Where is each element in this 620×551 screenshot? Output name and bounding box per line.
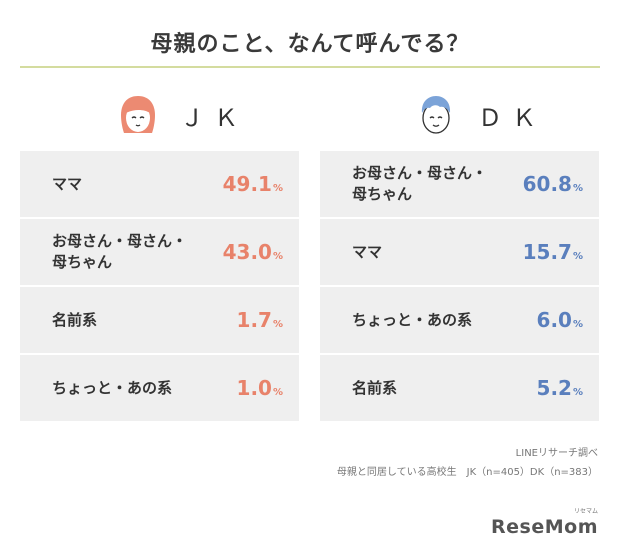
table-row: ママ 49.1% [20,151,299,217]
percentage-value: 49.1% [223,172,283,196]
dk-panel: お母さん・母さん・ 母ちゃん 60.8% ママ 15.7% ちょっと・あの系 6.0% 名前… [320,151,599,423]
category-label: 名前系 [352,378,398,397]
percent-sign: % [272,319,283,330]
value-number: 5.2 [536,376,572,400]
percent-sign: % [572,251,583,262]
logo-kana: リセマム [573,508,598,515]
percentage-value: 1.0% [237,376,283,400]
percent-sign: % [272,387,283,398]
dk-header: ＤＫ [416,92,546,138]
value-number: 1.0 [236,376,272,400]
category-label: ちょっと・あの系 [52,378,173,397]
value-number: 1.7 [236,308,272,332]
value-number: 15.7 [522,240,572,264]
dk-label: ＤＫ [478,103,546,132]
category-label: お母さん・母さん・ 母ちゃん [52,232,188,271]
jk-label: ＪＫ [180,103,248,132]
value-number: 60.8 [522,172,572,196]
table-row: 名前系 1.7% [20,287,299,353]
percent-sign: % [572,387,583,398]
girl-face-icon [121,96,155,133]
percent-sign: % [272,251,283,262]
value-number: 49.1 [222,172,272,196]
percentage-value: 15.7% [523,240,583,264]
category-label: ママ [52,174,83,193]
category-label: ちょっと・あの系 [352,310,473,329]
category-label: ママ [352,242,383,261]
sample-note: 母親と同居している高校生 JK（n=405）DK（n=383） [336,467,598,478]
category-label: 名前系 [52,310,98,329]
table-row: 名前系 5.2% [320,355,599,421]
percent-sign: % [572,183,583,194]
boy-face-icon [421,96,451,134]
table-row: お母さん・母さん・ 母ちゃん 43.0% [20,219,299,285]
table-row: お母さん・母さん・ 母ちゃん 60.8% [320,151,599,217]
percentage-value: 43.0% [223,240,283,264]
jk-panel: ママ 49.1% お母さん・母さん・ 母ちゃん 43.0% 名前系 1.7% ちょっと・あの… [20,151,299,423]
table-row: ちょっと・あの系 1.0% [20,355,299,421]
percentage-value: 5.2% [537,376,583,400]
table-row: ちょっと・あの系 6.0% [320,287,599,353]
percent-sign: % [572,319,583,330]
percentage-value: 1.7% [237,308,283,332]
table-row: ママ 15.7% [320,219,599,285]
source-credit: LINEリサーチ調べ [515,448,598,459]
percent-sign: % [272,183,283,194]
percentage-value: 60.8% [523,172,583,196]
chart-title: 母親のこと、なんて呼んでる？ [150,32,470,57]
resemom-logo: ReseMom [491,516,598,538]
jk-header: ＪＫ [118,92,248,138]
value-number: 6.0 [536,308,572,332]
value-number: 43.0 [222,240,272,264]
percentage-value: 6.0% [537,308,583,332]
category-label: お母さん・母さん・ 母ちゃん [352,164,488,203]
title-divider [20,66,600,68]
